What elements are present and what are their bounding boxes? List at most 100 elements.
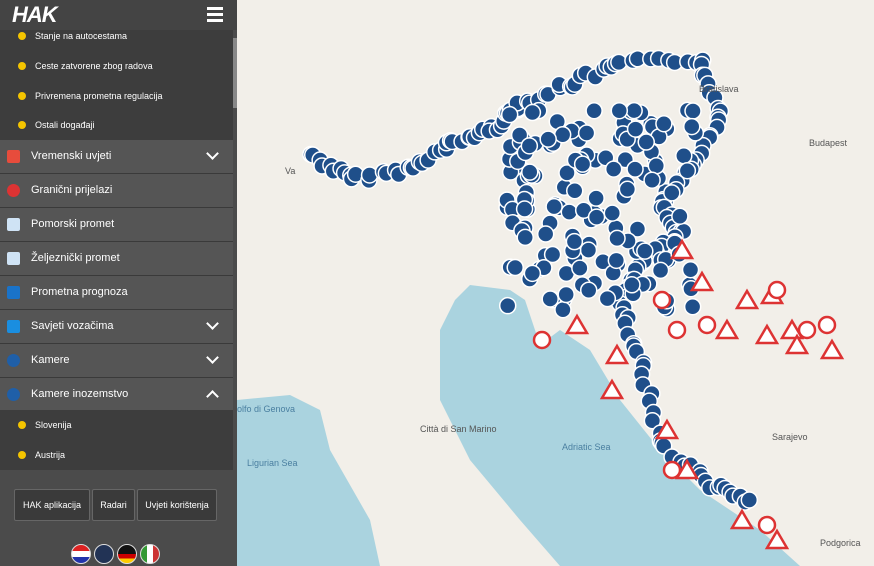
camera-marker[interactable] <box>651 261 670 280</box>
closure-marker[interactable] <box>697 315 717 335</box>
camera-marker[interactable] <box>577 124 596 142</box>
closure-marker[interactable] <box>652 290 672 310</box>
scrollbar[interactable] <box>233 38 237 108</box>
warning-marker[interactable] <box>819 338 845 360</box>
camera-marker[interactable] <box>579 281 598 299</box>
camera-marker[interactable] <box>500 105 519 124</box>
camera-marker[interactable] <box>558 164 576 182</box>
camera-marker[interactable] <box>585 101 603 120</box>
camera-marker[interactable] <box>521 163 539 181</box>
warning-marker[interactable] <box>564 313 590 335</box>
warning-marker[interactable] <box>714 318 740 340</box>
camera-marker[interactable] <box>598 289 617 308</box>
warning-marker[interactable] <box>689 270 715 292</box>
camera-marker[interactable] <box>554 300 572 319</box>
subitem[interactable]: Slovenija <box>0 410 233 440</box>
camera-marker[interactable] <box>740 491 759 509</box>
menu-item[interactable]: Prometna prognoza <box>0 276 233 310</box>
camera-marker[interactable] <box>573 155 592 173</box>
camera-marker[interactable] <box>637 133 655 151</box>
camera-marker[interactable] <box>675 147 693 165</box>
camera-marker[interactable] <box>607 251 626 270</box>
button[interactable]: Radari <box>92 489 135 521</box>
closure-marker[interactable] <box>767 280 787 300</box>
closure-marker[interactable] <box>662 460 682 480</box>
map[interactable]: Bratislava Budapest Città di San Marino … <box>237 0 874 566</box>
subitem[interactable]: Privremena prometna regulacija <box>0 81 233 111</box>
menu-item[interactable]: Pomorski promet <box>0 208 233 242</box>
logo[interactable]: HAK <box>12 2 58 27</box>
camera-marker[interactable] <box>608 229 626 248</box>
camera-marker[interactable] <box>636 242 654 260</box>
camera-marker[interactable] <box>626 160 644 178</box>
closure-marker[interactable] <box>757 515 777 535</box>
menu-button[interactable] <box>207 7 223 25</box>
button[interactable]: HAK aplikacija <box>14 489 90 521</box>
camera-marker[interactable] <box>565 232 584 251</box>
camera-marker[interactable] <box>539 130 557 148</box>
camera-marker[interactable] <box>684 102 702 120</box>
camera-marker[interactable] <box>543 245 562 264</box>
warning-marker[interactable] <box>599 378 625 400</box>
camera-marker[interactable] <box>587 189 605 207</box>
camera-marker[interactable] <box>678 161 697 180</box>
camera-marker[interactable] <box>610 101 629 120</box>
subitem[interactable]: Ceste zatvorene zbog radova <box>0 51 233 81</box>
camera-marker[interactable] <box>671 207 689 225</box>
flag-it[interactable] <box>140 544 160 564</box>
camera-marker[interactable] <box>683 117 701 136</box>
camera-marker[interactable] <box>618 180 637 199</box>
subitem[interactable]: Austrija <box>0 440 233 470</box>
camera-marker[interactable] <box>628 220 647 238</box>
camera-marker[interactable] <box>587 208 606 226</box>
closure-marker[interactable] <box>667 320 687 340</box>
closure-marker[interactable] <box>532 330 552 350</box>
camera-marker[interactable] <box>643 171 661 189</box>
warning-marker[interactable] <box>669 238 695 260</box>
menu-item[interactable]: Kamere inozemstvo <box>0 378 233 412</box>
camera-marker[interactable] <box>541 290 559 308</box>
camera-marker[interactable] <box>498 296 517 315</box>
camera-marker[interactable] <box>579 241 598 259</box>
camera-marker[interactable] <box>523 264 542 283</box>
camera-marker[interactable] <box>553 125 572 144</box>
camera-marker[interactable] <box>560 203 579 221</box>
menu-item[interactable]: Granični prijelazi <box>0 174 233 208</box>
menu-item[interactable]: Željeznički promet <box>0 242 233 276</box>
camera-marker[interactable] <box>623 276 641 294</box>
flag-hr[interactable] <box>71 544 91 564</box>
camera-marker[interactable] <box>515 200 534 218</box>
warning-marker[interactable] <box>734 288 760 310</box>
camera-marker[interactable] <box>520 137 539 155</box>
camera-marker[interactable] <box>557 285 575 304</box>
camera-marker[interactable] <box>603 204 622 222</box>
warning-marker[interactable] <box>674 458 700 480</box>
warning-marker[interactable] <box>764 528 790 550</box>
camera-marker[interactable] <box>510 126 529 144</box>
subitem[interactable]: Ostali događaji <box>0 110 233 140</box>
warning-marker[interactable] <box>654 418 680 440</box>
camera-marker[interactable] <box>571 259 589 277</box>
camera-marker[interactable] <box>626 120 645 138</box>
flag-de[interactable] <box>117 544 137 564</box>
camera-marker[interactable] <box>604 160 623 178</box>
camera-marker[interactable] <box>643 411 662 430</box>
camera-marker[interactable] <box>655 114 673 133</box>
warning-marker[interactable] <box>604 343 630 365</box>
menu-item[interactable]: Kamere <box>0 344 233 378</box>
camera-marker[interactable] <box>663 184 681 202</box>
closure-marker[interactable] <box>817 315 837 335</box>
camera-marker[interactable] <box>523 103 542 122</box>
menu-item[interactable]: Savjeti vozačima <box>0 310 233 344</box>
camera-marker[interactable] <box>516 228 534 247</box>
camera-marker[interactable] <box>545 197 563 216</box>
camera-marker[interactable] <box>536 225 555 243</box>
camera-marker[interactable] <box>625 101 643 120</box>
camera-marker[interactable] <box>683 297 702 316</box>
flag-en[interactable] <box>94 544 114 564</box>
camera-marker[interactable] <box>647 157 666 175</box>
camera-marker[interactable] <box>506 258 524 277</box>
warning-marker[interactable] <box>729 508 755 530</box>
camera-marker[interactable] <box>681 260 700 279</box>
camera-marker[interactable] <box>565 182 584 200</box>
